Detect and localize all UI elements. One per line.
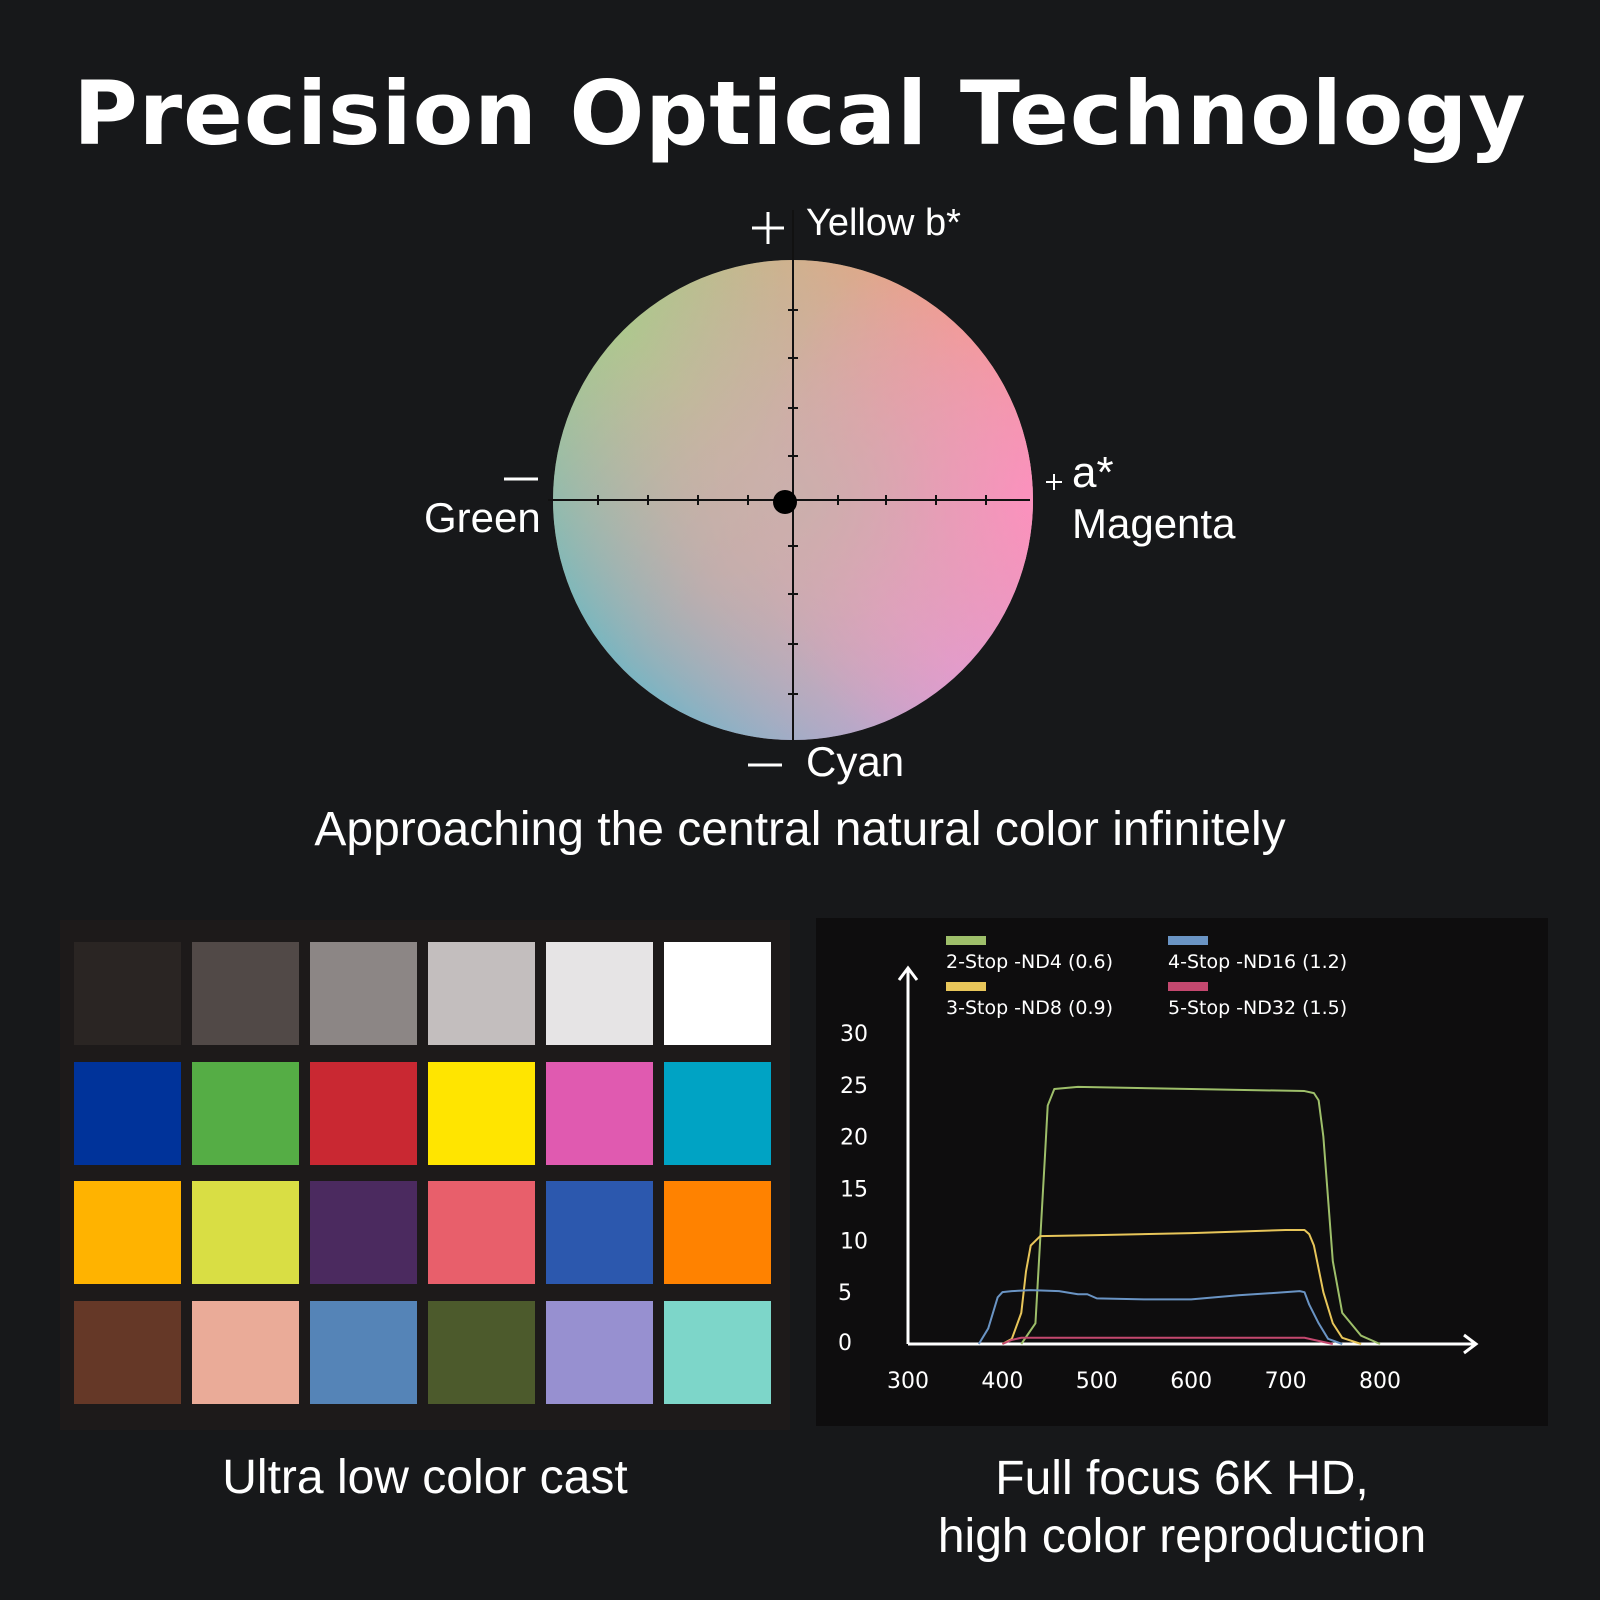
spectrum-caption-line2: high color reproduction	[937, 1510, 1427, 1563]
color-wheel-diagram	[504, 210, 1062, 767]
x-tick-label: 300	[887, 1369, 929, 1394]
cyan-label: Cyan	[806, 738, 905, 785]
x-tick-label: 700	[1265, 1369, 1307, 1394]
color-patch	[310, 1061, 417, 1165]
y-tick-label: 5	[838, 1281, 852, 1306]
green-label: Green	[424, 494, 541, 541]
center-point	[773, 490, 797, 514]
color-patch	[664, 1181, 771, 1284]
color-patch	[664, 1300, 771, 1404]
color-patch	[192, 1181, 299, 1284]
color-patch	[74, 942, 181, 1045]
series-line	[1001, 1228, 1362, 1345]
legend-swatch	[1168, 982, 1208, 991]
color-patch	[428, 1181, 535, 1284]
x-tick-label: 800	[1359, 1369, 1401, 1394]
color-checker-caption: Ultra low color cast	[222, 1451, 628, 1504]
color-patch	[546, 1300, 653, 1404]
color-patch	[192, 942, 299, 1045]
y-tick-label: 20	[840, 1126, 868, 1151]
y-tick-label: 15	[840, 1178, 868, 1203]
color-patch	[310, 1300, 417, 1404]
yellow-b-label: Yellow b*	[806, 202, 961, 244]
color-wheel-caption: Approaching the central natural color in…	[314, 803, 1286, 856]
color-patch	[664, 1061, 771, 1165]
color-patch	[546, 1061, 653, 1165]
color-patch	[546, 1181, 653, 1284]
color-wheel-section: Yellow b* Green a* Magenta Cyan	[0, 190, 1600, 810]
x-tick-label: 600	[1170, 1369, 1212, 1394]
legend-swatch	[946, 936, 986, 945]
color-patch	[74, 1061, 181, 1165]
y-tick-label: 0	[838, 1331, 852, 1356]
color-patch	[428, 1061, 535, 1165]
axis-ticks	[597, 309, 987, 695]
y-tick-label: 30	[840, 1022, 868, 1047]
color-patch	[428, 1300, 535, 1404]
color-checker-chart	[60, 920, 790, 1430]
page-title: Precision Optical Technology	[73, 62, 1527, 165]
color-patch	[310, 942, 417, 1045]
color-patch	[192, 1061, 299, 1165]
series-line	[977, 1289, 1343, 1345]
color-patch	[192, 1300, 299, 1404]
a-star-label: a*	[1072, 448, 1114, 497]
spectrum-chart-panel: 300 400 500 600 700 800 0 5 10 15 20 25 30 2-Stop -ND…	[816, 918, 1548, 1426]
color-patch	[546, 942, 653, 1045]
legend-swatch	[946, 982, 986, 991]
color-patch	[74, 1300, 181, 1404]
spectrum-chart: 300 400 500 600 700 800 0 5 10 15 20 25 30 2-Stop -ND…	[838, 936, 1479, 1394]
x-tick-label: 400	[981, 1369, 1023, 1394]
series-line	[1001, 1336, 1334, 1345]
color-patch	[310, 1181, 417, 1284]
legend-label: 2-Stop -ND4 (0.6)	[946, 951, 1113, 973]
color-patch	[74, 1181, 181, 1284]
spectrum-caption: Full focus 6K HD, high color reproductio…	[816, 1450, 1548, 1566]
spectrum-caption-line1: Full focus 6K HD,	[995, 1452, 1369, 1505]
x-axis-arrow	[1463, 1333, 1479, 1355]
magenta-label: Magenta	[1072, 500, 1236, 547]
color-patch	[428, 942, 535, 1045]
y-axis-arrow	[897, 965, 919, 981]
x-tick-label: 500	[1076, 1369, 1118, 1394]
legend-label: 4-Stop -ND16 (1.2)	[1168, 951, 1347, 973]
legend-swatch	[1168, 936, 1208, 945]
y-tick-label: 25	[840, 1074, 868, 1099]
y-tick-label: 10	[840, 1229, 868, 1254]
legend-label: 5-Stop -ND32 (1.5)	[1168, 997, 1347, 1019]
legend-label: 3-Stop -ND8 (0.9)	[946, 997, 1113, 1019]
color-patch	[664, 942, 771, 1045]
series-line	[1020, 1085, 1381, 1345]
